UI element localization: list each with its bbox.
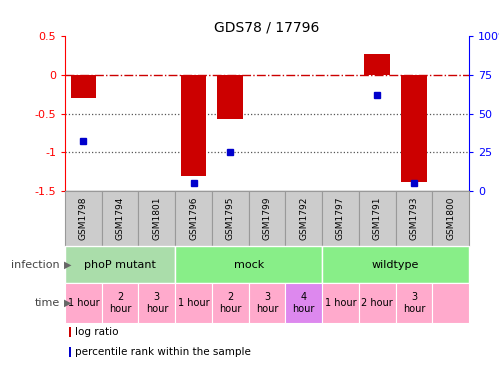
Bar — [175, 246, 322, 283]
Text: wildtype: wildtype — [372, 259, 419, 269]
Bar — [70, 75, 96, 98]
Text: GSM1798: GSM1798 — [79, 197, 88, 240]
Bar — [396, 283, 432, 323]
Bar — [396, 191, 432, 246]
Bar — [285, 191, 322, 246]
Bar — [364, 54, 390, 75]
Text: time: time — [35, 298, 60, 308]
Bar — [432, 283, 469, 323]
Text: GSM1795: GSM1795 — [226, 197, 235, 240]
Bar — [212, 191, 249, 246]
Bar — [359, 283, 396, 323]
Text: 3
hour: 3 hour — [403, 292, 425, 314]
Bar — [249, 191, 285, 246]
Text: 2
hour: 2 hour — [109, 292, 131, 314]
Bar — [322, 246, 469, 283]
Bar — [65, 191, 102, 246]
Text: infection: infection — [11, 259, 60, 269]
Bar — [401, 75, 427, 182]
Bar — [138, 191, 175, 246]
Bar — [175, 283, 212, 323]
Text: GSM1794: GSM1794 — [116, 197, 125, 240]
Bar — [432, 191, 469, 246]
Text: 1 hour: 1 hour — [325, 298, 356, 308]
Text: 3
hour: 3 hour — [256, 292, 278, 314]
Bar — [212, 283, 249, 323]
Bar — [322, 283, 359, 323]
Text: GSM1791: GSM1791 — [373, 197, 382, 240]
Bar — [65, 283, 102, 323]
Bar — [102, 191, 138, 246]
Bar — [249, 283, 285, 323]
Bar — [285, 283, 322, 323]
Title: GDS78 / 17796: GDS78 / 17796 — [214, 21, 320, 35]
Bar — [175, 191, 212, 246]
Text: ▶: ▶ — [64, 259, 71, 269]
Text: 2 hour: 2 hour — [361, 298, 393, 308]
Text: GSM1796: GSM1796 — [189, 197, 198, 240]
Text: phoP mutant: phoP mutant — [84, 259, 156, 269]
Text: log ratio: log ratio — [75, 327, 119, 337]
Text: percentile rank within the sample: percentile rank within the sample — [75, 347, 251, 357]
Bar — [181, 75, 207, 176]
Bar — [138, 283, 175, 323]
Bar — [359, 191, 396, 246]
Text: 3
hour: 3 hour — [146, 292, 168, 314]
Bar — [322, 191, 359, 246]
Bar — [218, 75, 243, 119]
Bar — [65, 246, 175, 283]
Bar — [69, 347, 71, 357]
Text: GSM1800: GSM1800 — [446, 197, 455, 240]
Text: 4
hour: 4 hour — [292, 292, 315, 314]
Text: GSM1797: GSM1797 — [336, 197, 345, 240]
Text: GSM1801: GSM1801 — [152, 197, 161, 240]
Text: GSM1799: GSM1799 — [262, 197, 271, 240]
Text: GSM1793: GSM1793 — [409, 197, 418, 240]
Bar — [102, 283, 138, 323]
Text: 1 hour: 1 hour — [178, 298, 210, 308]
Text: 2
hour: 2 hour — [219, 292, 242, 314]
Text: ▶: ▶ — [64, 298, 71, 308]
Text: GSM1792: GSM1792 — [299, 197, 308, 240]
Text: 1 hour: 1 hour — [67, 298, 99, 308]
Bar — [69, 327, 71, 337]
Text: mock: mock — [234, 259, 264, 269]
